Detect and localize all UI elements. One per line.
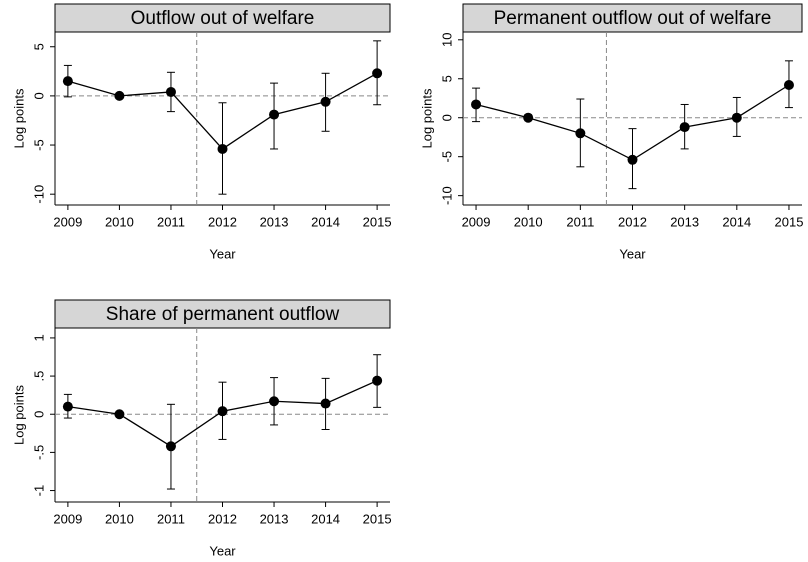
y-tick-label: 0	[439, 114, 454, 121]
y-tick-label: 0	[31, 92, 46, 99]
y-tick-label: 5	[31, 43, 46, 50]
point	[372, 375, 383, 386]
y-tick-label: 5	[439, 75, 454, 82]
x-tick-label: 2014	[311, 214, 340, 229]
panel-title: Outflow out of welfare	[131, 8, 315, 29]
panel-title: Share of permanent outflow	[106, 304, 340, 325]
point	[320, 398, 331, 409]
x-tick-label: 2010	[514, 214, 543, 229]
x-tick-label: 2013	[260, 511, 289, 526]
x-tick-label: 2012	[618, 214, 647, 229]
x-tick-label: 2009	[53, 511, 82, 526]
y-axis-label: Log points	[11, 88, 26, 148]
point	[165, 441, 176, 452]
point	[217, 143, 228, 154]
y-tick-label: 10	[439, 33, 454, 47]
x-axis-label: Year	[209, 543, 236, 558]
point	[269, 396, 280, 407]
y-tick-label: -10	[31, 185, 46, 204]
y-tick-label: -1	[31, 485, 46, 497]
y-tick-label: 0	[31, 411, 46, 418]
point	[372, 68, 383, 79]
x-tick-label: 2015	[363, 214, 392, 229]
point	[783, 79, 794, 90]
point	[523, 112, 534, 123]
point	[269, 109, 280, 120]
x-tick-label: 2015	[363, 511, 392, 526]
point	[575, 128, 586, 139]
point	[62, 401, 73, 412]
point	[114, 409, 125, 420]
point	[679, 122, 690, 133]
y-axis-label: Log points	[11, 385, 26, 445]
x-tick-label: 2011	[566, 214, 594, 229]
point	[62, 76, 73, 87]
y-tick-label: .5	[31, 371, 46, 382]
y-tick-label: -5	[439, 151, 454, 163]
y-tick-label: -10	[439, 186, 454, 205]
x-tick-label: 2013	[260, 214, 289, 229]
y-axis-label: Log points	[419, 88, 434, 148]
title-box	[462, 3, 803, 33]
point	[731, 112, 742, 123]
y-tick-label: -.5	[31, 445, 46, 460]
x-tick-label: 2010	[105, 511, 134, 526]
y-tick-label: 1	[31, 334, 46, 341]
x-tick-label: 2010	[105, 214, 134, 229]
x-tick-label: 2014	[722, 214, 751, 229]
x-tick-label: 2009	[53, 214, 82, 229]
x-tick-label: 2013	[670, 214, 699, 229]
x-tick-label: 2011	[157, 511, 185, 526]
x-tick-label: 2014	[311, 511, 340, 526]
x-tick-label: 2012	[208, 511, 237, 526]
x-tick-label: 2009	[462, 214, 491, 229]
panel-title: Permanent outflow out of welfare	[494, 8, 772, 29]
point	[627, 154, 638, 165]
point	[114, 90, 125, 101]
point	[471, 99, 482, 110]
x-axis-label: Year	[619, 246, 646, 261]
x-tick-label: 2012	[208, 214, 237, 229]
title-box	[54, 3, 391, 33]
x-tick-label: 2011	[157, 214, 185, 229]
x-tick-label: 2015	[775, 214, 804, 229]
point	[165, 86, 176, 97]
x-axis-label: Year	[209, 246, 236, 261]
title-box	[54, 299, 391, 329]
point	[217, 406, 228, 417]
point	[320, 96, 331, 107]
y-tick-label: -5	[31, 139, 46, 151]
